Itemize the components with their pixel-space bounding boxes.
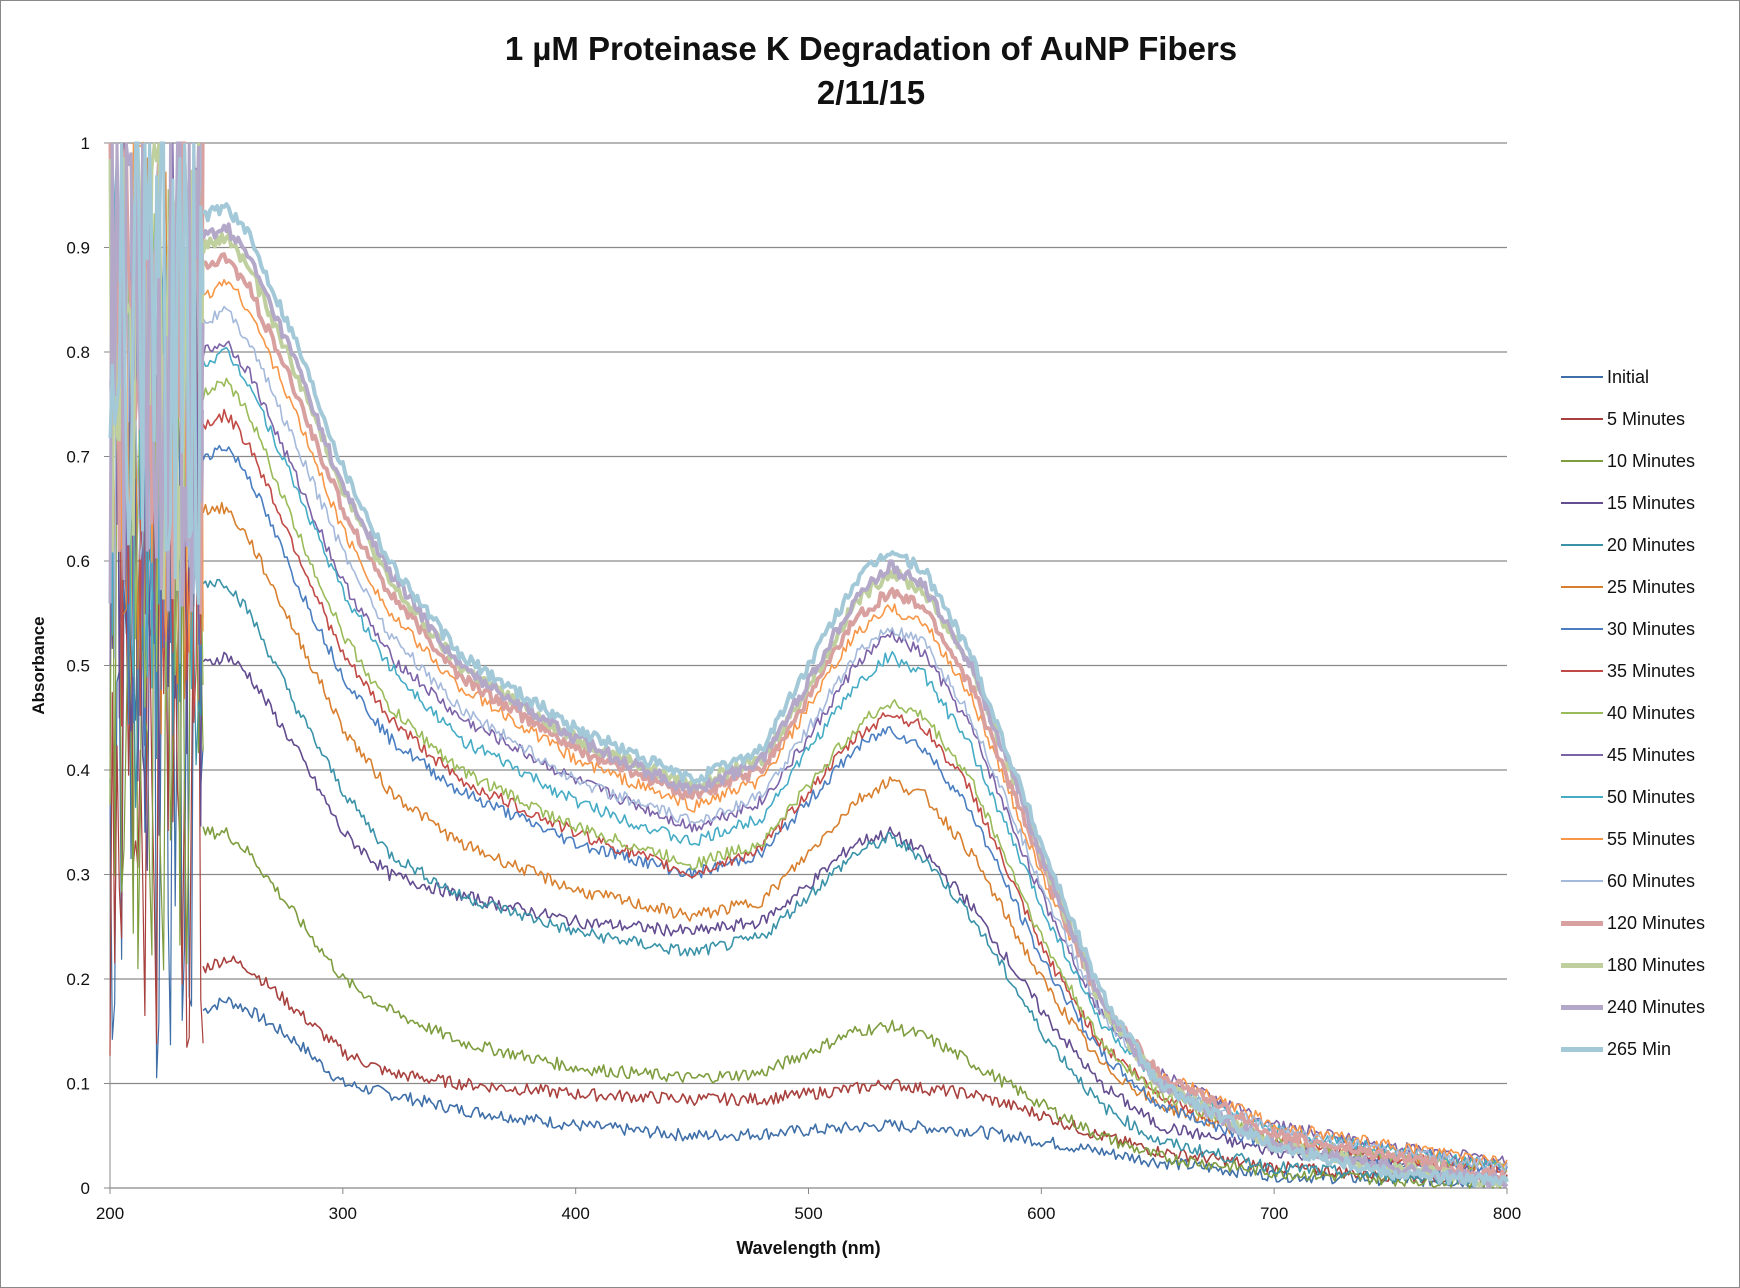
legend-swatch [1561, 880, 1603, 882]
y-axis-label: Absorbance [29, 616, 48, 714]
y-tick-label: 0 [81, 1179, 90, 1198]
series-line [202, 278, 1508, 1169]
legend-label: 20 Minutes [1607, 534, 1696, 555]
legend-label: Initial [1607, 366, 1650, 387]
legend-label: 30 Minutes [1607, 618, 1696, 639]
legend-swatch [1561, 418, 1603, 420]
x-tick-label: 700 [1260, 1204, 1288, 1223]
legend-item: 35 Minutes [1561, 650, 1705, 692]
y-tick-label: 0.8 [66, 343, 90, 362]
series-line [202, 996, 1508, 1189]
legend-label: 40 Minutes [1607, 702, 1696, 723]
legend-item: 15 Minutes [1561, 482, 1705, 524]
series-line [202, 252, 1509, 1184]
legend-label: 120 Minutes [1607, 912, 1706, 933]
x-tick-label: 800 [1493, 1204, 1521, 1223]
chart-title: 1 µM Proteinase K Degradation of AuNP Fi… [504, 30, 1238, 67]
legend-swatch [1561, 586, 1603, 588]
y-tick-label: 0.1 [66, 1075, 90, 1094]
series-line [202, 826, 1508, 1189]
series-line [202, 340, 1508, 1165]
y-tick-label: 0.4 [66, 761, 90, 780]
legend-item: 120 Minutes [1561, 902, 1705, 944]
legend-item: 10 Minutes [1561, 440, 1705, 482]
series-line [202, 408, 1508, 1173]
legend-swatch [1561, 628, 1603, 630]
legend-item: 20 Minutes [1561, 524, 1705, 566]
legend-label: 45 Minutes [1607, 744, 1696, 765]
chart-title-block: 1 µM Proteinase K Degradation of AuNP Fi… [1, 27, 1739, 115]
legend-item: 25 Minutes [1561, 566, 1705, 608]
legend-item: 60 Minutes [1561, 860, 1705, 902]
legend-label: 180 Minutes [1607, 954, 1706, 975]
legend-swatch [1561, 460, 1603, 462]
legend-item: 50 Minutes [1561, 776, 1705, 818]
legend-swatch [1561, 920, 1603, 926]
legend-label: 55 Minutes [1607, 828, 1696, 849]
legend-label: 25 Minutes [1607, 576, 1696, 597]
y-tick-label: 0.7 [66, 448, 90, 467]
legend-swatch [1561, 544, 1603, 546]
legend-swatch [1561, 670, 1603, 672]
legend-swatch [1561, 796, 1603, 798]
legend-item: 5 Minutes [1561, 398, 1705, 440]
series-line [202, 444, 1508, 1177]
legend-item: 180 Minutes [1561, 944, 1705, 986]
legend-item: 55 Minutes [1561, 818, 1705, 860]
legend-item: 240 Minutes [1561, 986, 1705, 1028]
legend-swatch [1561, 1004, 1603, 1010]
legend-swatch [1561, 754, 1603, 756]
legend-item: 265 Min [1561, 1028, 1705, 1070]
legend-item: 30 Minutes [1561, 608, 1705, 650]
series-noise-segment [108, 141, 205, 605]
legend-label: 240 Minutes [1607, 996, 1706, 1017]
legend-label: 35 Minutes [1607, 660, 1696, 681]
legend-swatch [1561, 1046, 1603, 1052]
y-tick-label: 0.3 [66, 866, 90, 885]
legend-swatch [1561, 962, 1603, 968]
x-tick-label: 300 [329, 1204, 357, 1223]
y-tick-label: 1 [81, 134, 90, 153]
y-tick-label: 0.2 [66, 970, 90, 989]
chart-subtitle: 2/11/15 [816, 74, 926, 111]
x-axis-label: Wavelength (nm) [736, 1238, 880, 1258]
legend-item: 40 Minutes [1561, 692, 1705, 734]
x-tick-label: 500 [794, 1204, 822, 1223]
series-line [202, 578, 1508, 1186]
legend-label: 15 Minutes [1607, 492, 1696, 513]
x-tick-label: 400 [561, 1204, 589, 1223]
legend-swatch [1561, 376, 1603, 378]
legend-label: 60 Minutes [1607, 870, 1696, 891]
series-line [202, 202, 1509, 1188]
series-line [202, 346, 1508, 1169]
legend-label: 5 Minutes [1607, 408, 1686, 429]
legend-swatch [1561, 502, 1603, 504]
legend-swatch [1561, 838, 1603, 840]
x-tick-label: 200 [96, 1204, 124, 1223]
x-tick-label: 600 [1027, 1204, 1055, 1223]
legend-item: 45 Minutes [1561, 734, 1705, 776]
y-tick-label: 0.5 [66, 657, 90, 676]
y-tick-label: 0.6 [66, 552, 90, 571]
legend-label: 50 Minutes [1607, 786, 1696, 807]
series-line [201, 222, 1509, 1189]
legend-label: 10 Minutes [1607, 450, 1696, 471]
series-line [202, 377, 1508, 1172]
legend-swatch [1561, 712, 1603, 714]
legend: Initial 5 Minutes 10 Minutes 15 Minutes 20 M… [1561, 356, 1705, 1070]
legend-item: Initial [1561, 356, 1705, 398]
y-tick-label: 0.9 [66, 239, 90, 258]
legend-label: 265 Min [1607, 1038, 1672, 1059]
